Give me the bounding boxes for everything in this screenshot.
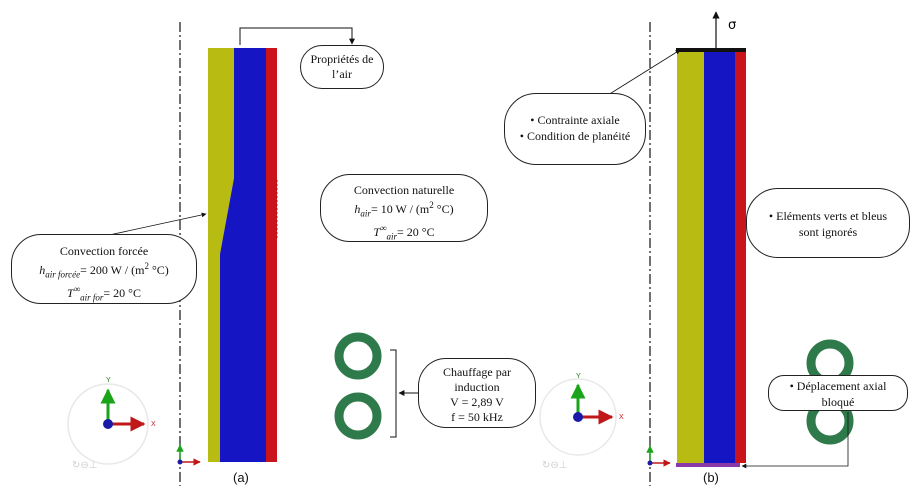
yellow-layer-a [208,48,234,462]
ignored-line1: • Eléments verts et bleus [768,209,888,223]
forced-convection-box: Convection forcée hair forcée= 200 W / (… [11,234,197,304]
stress-connector [599,49,681,101]
natural-convection-box: Convection naturelle hair= 10 W / (m2 °C… [320,174,488,242]
blue-layer-b [704,52,735,463]
induction-heating-box: Chauffage par induction V = 2,89 V f = 5… [418,358,536,428]
triad-origin-b [573,412,583,422]
svg-text:↻⊖⊥: ↻⊖⊥ [72,460,97,471]
displacement-line2: bloqué [821,395,855,409]
triad-ring-a [67,383,149,465]
air-props-connector [239,27,355,45]
yellow-layer-b [677,52,704,463]
panel-a-caption: (a) [233,470,249,485]
base-plate [676,463,740,467]
induction-line1: Chauffage par [442,365,512,379]
triad-y-label-a: Y [106,377,111,384]
svg-text:↻⊖⊥: ↻⊖⊥ [542,460,567,471]
natural-h-formula: hair= 10 W / (m2 °C) [354,200,454,219]
air-props-line2: l’air [332,67,352,81]
displacement-line1: • Déplacement axial [789,379,887,393]
forced-t-formula: T∞air for= 20 °C [67,284,141,303]
triad-y-label-b: Y [576,373,581,380]
triad-ring-b [539,378,617,456]
natural-convection-title: Convection naturelle [353,183,455,197]
air-properties-box: Propriétés de l’air [300,45,384,89]
stress-item-flatness: • Condition de planéité [519,129,631,143]
panel-b-caption: (b) [703,470,719,485]
natural-t-formula: T∞air= 20 °C [373,223,435,242]
red-layer-a [266,48,277,462]
coil-bracket [390,349,397,438]
axial-stress-box: • Contrainte axiale • Condition de plané… [504,93,646,165]
triad-origin-a [103,419,113,429]
forced-convection-connector [99,212,207,238]
load-plate [676,48,746,52]
displacement-connector [741,412,849,469]
coil-lower-a [334,392,382,440]
coil-upper-a [334,332,382,380]
induction-line2: induction [454,380,500,394]
triad-x-label-a: X [151,421,156,428]
axial-displacement-box: • Déplacement axial bloqué [768,375,908,411]
triad-x-label-b: X [619,414,624,421]
forced-convection-title: Convection forcée [59,244,149,258]
ignored-elements-box: • Eléments verts et bleus sont ignorés [746,188,910,258]
blue-layer-a [220,48,266,462]
air-props-line1: Propriétés de [310,52,374,66]
induction-voltage: V = 2,89 V [450,395,504,409]
red-layer-b [735,52,746,463]
ignored-line2: sont ignorés [798,225,858,239]
sigma-label: σ [728,18,737,33]
induction-frequency: f = 50 kHz [451,410,503,424]
stress-item-axial: • Contrainte axiale [530,113,620,127]
forced-h-formula: hair forcée= 200 W / (m2 °C) [39,261,169,280]
